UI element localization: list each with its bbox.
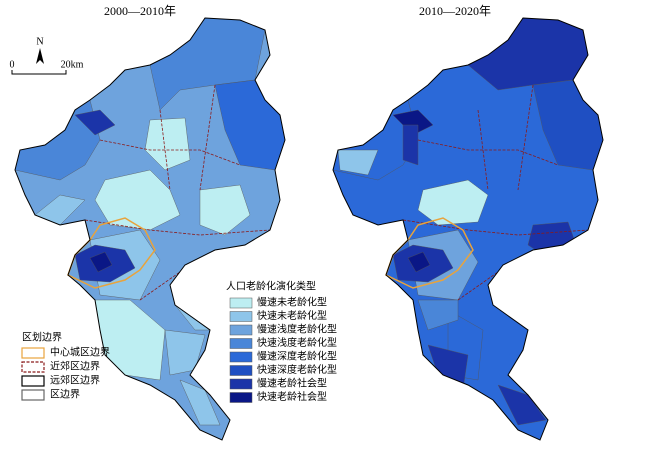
legend-label: 快速未老龄化型 <box>257 309 327 322</box>
district-boundary <box>199 84 216 191</box>
legend-label: 快速浅度老龄化型 <box>257 336 337 349</box>
outer-boundary <box>332 17 604 441</box>
legend-label: 慢速浅度老龄化型 <box>257 322 337 335</box>
district-boundary <box>99 139 241 166</box>
region <box>467 18 589 91</box>
region <box>417 179 489 226</box>
legend-swatch <box>229 338 253 349</box>
region <box>337 149 379 176</box>
legend-label: 慢速深度老龄化型 <box>257 349 337 362</box>
map-right <box>332 17 604 441</box>
map-title: 2010—2020年 <box>419 4 491 18</box>
region <box>144 117 191 171</box>
region <box>94 169 181 231</box>
north-label: N <box>36 36 43 47</box>
region <box>179 379 221 426</box>
regions <box>333 18 603 440</box>
central-core <box>407 251 431 273</box>
district-boundary <box>402 219 589 236</box>
legend-title: 区划边界 <box>22 330 62 343</box>
legend-swatch <box>229 297 253 309</box>
legend-label: 中心城区边界 <box>50 345 110 358</box>
scale-line <box>11 70 67 75</box>
region <box>497 384 547 426</box>
legend-swatch <box>21 375 45 387</box>
legend-label: 快速深度老龄化型 <box>257 363 337 376</box>
legend-swatch <box>229 324 253 336</box>
map-title: 2000—2010年 <box>104 4 176 18</box>
district-boundary <box>417 139 559 166</box>
legend-swatch <box>229 351 253 363</box>
map-left <box>14 17 286 441</box>
legend-label: 慢速未老龄化型 <box>257 295 327 308</box>
legend-types: 人口老龄化演化类型 慢速未老龄化型快速未老龄化型慢速浅度老龄化型快速浅度老龄化型… <box>226 279 337 403</box>
region <box>74 109 116 136</box>
legend-title: 人口老龄化演化类型 <box>226 279 316 292</box>
region <box>164 329 206 376</box>
north-arrow: N <box>36 36 44 64</box>
legend-swatch <box>21 347 45 359</box>
region <box>417 299 459 331</box>
legend-swatch <box>229 378 253 390</box>
legend-swatch <box>229 392 253 403</box>
scale-label: 0 <box>10 59 15 70</box>
arrow <box>36 48 44 64</box>
legend-label: 远郊区边界 <box>50 373 100 386</box>
central-core <box>89 251 113 273</box>
district-boundary <box>517 84 534 191</box>
legend-swatch <box>21 361 45 373</box>
region <box>199 184 251 236</box>
outer-boundary <box>14 17 286 441</box>
legend-label: 区边界 <box>50 388 80 400</box>
scale-label: 20km <box>61 59 84 70</box>
scale-bar: 0 20km <box>10 59 84 75</box>
legend-label: 近郊区边界 <box>50 359 100 372</box>
regions <box>15 18 285 440</box>
legend-swatch <box>21 389 45 401</box>
district-boundary <box>84 219 271 236</box>
legend-label: 快速老龄社会型 <box>257 390 327 403</box>
legend-swatch <box>229 311 253 322</box>
legend-label: 慢速老龄社会型 <box>257 376 327 389</box>
region <box>402 124 419 166</box>
legend-swatch <box>229 365 253 376</box>
